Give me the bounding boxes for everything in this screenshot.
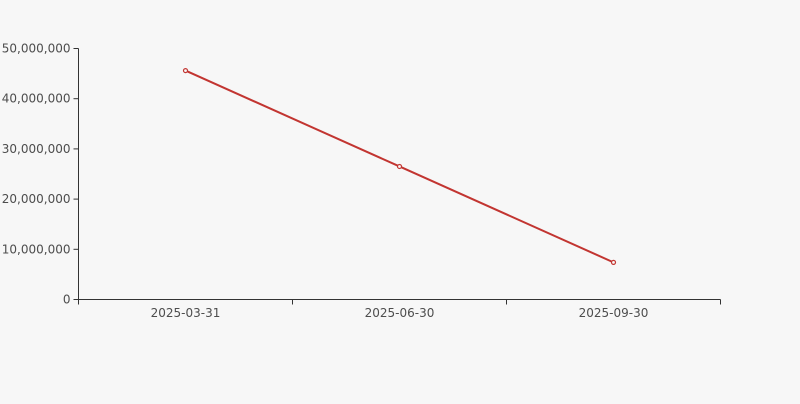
x-axis-tick-label: 2025-09-30 <box>579 306 649 320</box>
x-axis-tick-label: 2025-06-30 <box>365 306 435 320</box>
y-axis-tick-label: 20,000,000 <box>2 192 71 206</box>
x-axis-tick-label: 2025-03-31 <box>151 306 221 320</box>
y-axis-tick-label: 30,000,000 <box>2 142 71 156</box>
data-point-marker <box>182 67 189 74</box>
y-axis-tick-label: 10,000,000 <box>2 242 71 256</box>
y-axis-tick-label: 40,000,000 <box>2 92 71 106</box>
data-point-marker <box>610 259 617 265</box>
y-axis-tick-label: 50,000,000 <box>2 42 71 56</box>
data-point-marker <box>396 163 403 170</box>
y-axis-tick-label: 0 <box>63 293 71 307</box>
